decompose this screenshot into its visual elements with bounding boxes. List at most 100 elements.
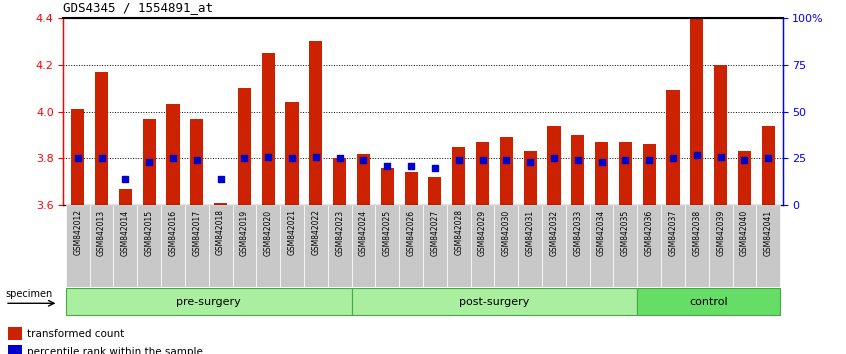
Bar	[327, 205, 352, 287]
Text: GSM842027: GSM842027	[431, 209, 439, 256]
Bar	[590, 205, 613, 287]
Bar	[95, 72, 108, 205]
Bar	[452, 147, 465, 205]
Point	[118, 176, 132, 182]
Point	[571, 158, 585, 163]
Bar	[500, 137, 513, 205]
Point	[190, 158, 204, 163]
Text: percentile rank within the sample: percentile rank within the sample	[27, 347, 203, 354]
Text: GSM842030: GSM842030	[502, 209, 511, 256]
Bar	[381, 168, 394, 205]
Point	[428, 165, 442, 171]
Text: GSM842036: GSM842036	[645, 209, 654, 256]
Text: GDS4345 / 1554891_at: GDS4345 / 1554891_at	[63, 1, 213, 14]
Point	[690, 152, 704, 158]
Point	[738, 158, 751, 163]
Bar	[714, 64, 728, 205]
Text: GSM842025: GSM842025	[382, 209, 392, 256]
Point	[357, 158, 371, 163]
Bar	[66, 288, 352, 315]
Bar	[733, 205, 756, 287]
Bar	[161, 205, 185, 287]
Bar	[643, 144, 656, 205]
Bar	[190, 119, 203, 205]
Bar	[185, 205, 209, 287]
Text: specimen: specimen	[5, 289, 52, 299]
Bar	[618, 142, 632, 205]
Point	[404, 163, 418, 169]
Bar	[423, 205, 447, 287]
Bar	[118, 189, 132, 205]
Bar	[761, 126, 775, 205]
Bar	[470, 205, 494, 287]
Bar	[542, 205, 566, 287]
Bar	[571, 135, 585, 205]
Text: GSM842016: GSM842016	[168, 209, 178, 256]
Bar	[90, 205, 113, 287]
Text: GSM842023: GSM842023	[335, 209, 344, 256]
Text: control: control	[689, 297, 728, 307]
Text: GSM842015: GSM842015	[145, 209, 154, 256]
Bar	[756, 205, 780, 287]
Text: GSM842013: GSM842013	[97, 209, 106, 256]
Text: GSM842035: GSM842035	[621, 209, 630, 256]
Bar	[71, 109, 85, 205]
Bar	[8, 345, 22, 354]
Bar	[404, 172, 418, 205]
Bar	[690, 18, 703, 205]
Text: pre-surgery: pre-surgery	[176, 297, 241, 307]
Point	[285, 155, 299, 161]
Text: GSM842032: GSM842032	[549, 209, 558, 256]
Bar	[547, 126, 561, 205]
Point	[475, 158, 489, 163]
Text: GSM842029: GSM842029	[478, 209, 487, 256]
Text: GSM842037: GSM842037	[668, 209, 678, 256]
Bar	[66, 205, 90, 287]
Point	[166, 155, 179, 161]
Point	[595, 159, 608, 165]
Point	[95, 155, 108, 161]
Bar	[637, 205, 661, 287]
Point	[761, 155, 775, 161]
Bar	[661, 205, 685, 287]
Point	[524, 159, 537, 165]
Text: GSM842012: GSM842012	[74, 209, 82, 255]
Bar	[428, 177, 442, 205]
Text: post-surgery: post-surgery	[459, 297, 530, 307]
Point	[667, 155, 680, 161]
Bar	[233, 205, 256, 287]
Bar	[167, 104, 179, 205]
Text: GSM842028: GSM842028	[454, 209, 464, 255]
Point	[332, 155, 346, 161]
Bar	[285, 102, 299, 205]
Bar	[519, 205, 542, 287]
Bar	[8, 327, 22, 340]
Bar	[214, 203, 228, 205]
Text: transformed count: transformed count	[27, 329, 124, 339]
Point	[547, 155, 561, 161]
Bar	[376, 205, 399, 287]
Text: GSM842020: GSM842020	[264, 209, 272, 256]
Point	[309, 154, 322, 159]
Bar	[709, 205, 733, 287]
Bar	[261, 53, 275, 205]
Text: GSM842041: GSM842041	[764, 209, 772, 256]
Bar	[143, 119, 156, 205]
Text: GSM842017: GSM842017	[192, 209, 201, 256]
Point	[142, 159, 156, 165]
Bar	[333, 159, 346, 205]
Bar	[352, 288, 637, 315]
Point	[261, 154, 275, 159]
Text: GSM842021: GSM842021	[288, 209, 297, 255]
Text: GSM842031: GSM842031	[525, 209, 535, 256]
Bar	[399, 205, 423, 287]
Bar	[524, 152, 536, 205]
Text: GSM842040: GSM842040	[740, 209, 749, 256]
Text: GSM842026: GSM842026	[407, 209, 415, 256]
Text: GSM842039: GSM842039	[717, 209, 725, 256]
Bar	[667, 90, 679, 205]
Bar	[238, 88, 251, 205]
Bar	[613, 205, 637, 287]
Point	[714, 154, 728, 159]
Text: GSM842019: GSM842019	[240, 209, 249, 256]
